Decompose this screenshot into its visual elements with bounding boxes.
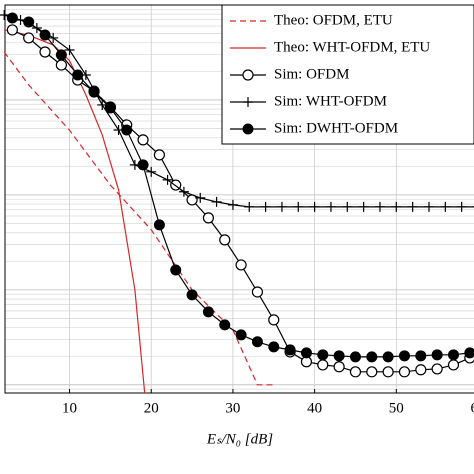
x-tick-label: 10 [62, 400, 77, 416]
x-tick-label: 20 [144, 400, 159, 416]
marker [342, 201, 353, 212]
marker [333, 361, 345, 373]
x-tick-label: 50 [389, 400, 404, 416]
x-tick-label: 60 [471, 400, 474, 416]
marker [456, 201, 467, 212]
marker [244, 201, 255, 212]
marker [48, 32, 59, 43]
marker [447, 349, 459, 361]
legend-label: Sim: OFDM [274, 66, 349, 82]
marker [178, 186, 189, 197]
marker [268, 341, 280, 353]
x-tick-label: 40 [307, 400, 322, 416]
marker [242, 123, 254, 135]
marker [219, 319, 231, 331]
marker [6, 12, 18, 24]
marker [121, 124, 133, 136]
marker [23, 32, 35, 44]
marker [55, 59, 67, 71]
marker [447, 359, 460, 371]
marker [137, 159, 149, 171]
marker [146, 166, 157, 177]
x-tick-label: 30 [225, 400, 240, 416]
marker [260, 201, 271, 212]
marker [195, 192, 206, 203]
marker [64, 44, 75, 55]
marker [0, 9, 10, 20]
marker [284, 344, 296, 356]
marker [162, 174, 173, 185]
marker [374, 201, 385, 212]
marker [23, 16, 35, 28]
marker [55, 49, 67, 61]
legend-label: Sim: DWHT-OFDM [274, 120, 398, 136]
marker [349, 366, 362, 378]
series-line [4, 29, 146, 394]
marker [431, 363, 443, 375]
marker [104, 102, 116, 114]
legend-label: Sim: WHT-OFDM [274, 93, 387, 109]
marker [415, 350, 427, 362]
marker [407, 201, 418, 212]
marker [153, 149, 165, 161]
marker [243, 97, 253, 107]
marker [382, 351, 394, 363]
x-axis-label: Eₛ/N₀ [dB] [206, 431, 273, 447]
marker [440, 201, 451, 212]
marker [72, 69, 84, 81]
marker [88, 86, 100, 98]
marker [391, 201, 402, 212]
marker [227, 199, 238, 210]
marker [423, 201, 434, 212]
marker [325, 201, 336, 212]
marker [235, 259, 247, 271]
marker [251, 286, 264, 298]
marker [349, 351, 361, 363]
marker [366, 351, 378, 363]
marker [211, 196, 222, 207]
marker [202, 306, 214, 318]
marker [464, 347, 474, 359]
marker [382, 366, 394, 378]
legend-label: Theo: OFDM, ETU [274, 12, 393, 28]
marker [153, 219, 165, 231]
marker [39, 29, 51, 41]
marker [6, 24, 18, 36]
series-line [3, 51, 274, 386]
marker [309, 201, 320, 212]
marker [333, 350, 345, 362]
marker [219, 234, 231, 246]
marker [242, 69, 254, 81]
marker [276, 201, 287, 212]
marker [235, 329, 247, 341]
marker [97, 99, 108, 110]
marker [300, 347, 312, 359]
marker [398, 350, 410, 362]
marker [358, 201, 369, 212]
marker [39, 46, 51, 58]
marker [170, 264, 182, 276]
marker [293, 201, 304, 212]
marker [137, 134, 149, 146]
marker [268, 314, 280, 326]
marker [431, 349, 443, 361]
marker [398, 366, 411, 378]
marker [317, 349, 329, 361]
marker [186, 289, 198, 301]
marker [251, 336, 263, 348]
marker [415, 364, 427, 376]
marker [202, 212, 215, 224]
legend-label: Theo: WHT-OFDM, ETU [274, 39, 430, 55]
marker [317, 359, 329, 371]
marker [366, 366, 378, 378]
